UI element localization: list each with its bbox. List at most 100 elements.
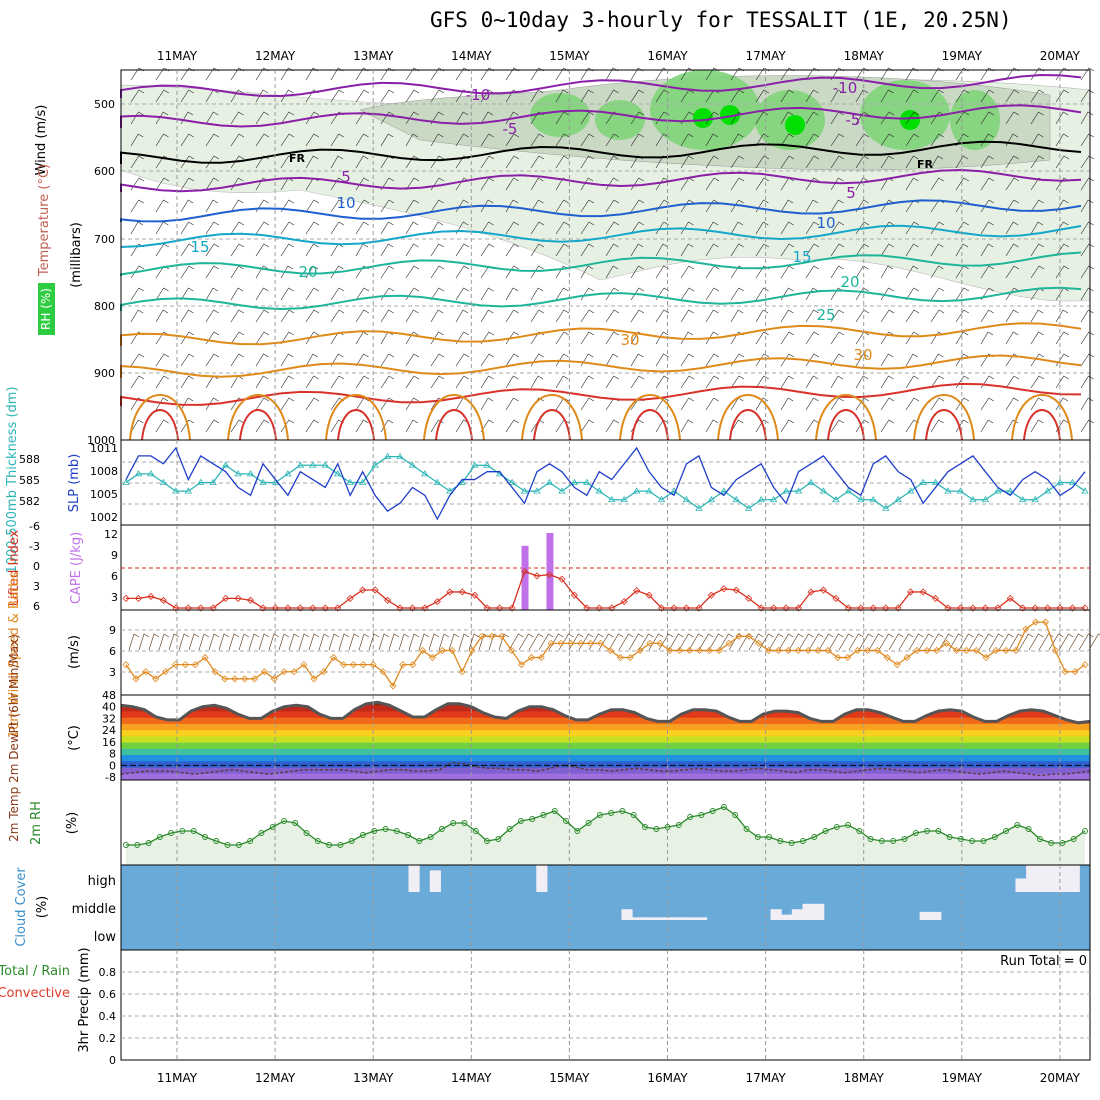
wind-speed-point [260,668,268,676]
wind-speed-point [933,646,941,655]
wind-barb [580,155,594,169]
wind-speed-point [379,668,387,676]
wind-barb [555,199,569,213]
wind-barb [680,419,694,433]
wind-barb [1080,419,1094,433]
wind-barb [730,199,744,213]
top-day-label: 16MAY [647,49,688,63]
rh2m-point [551,808,558,814]
wind-speed-point [606,646,615,655]
wind-barb [380,177,395,191]
rh2m-point [630,812,637,818]
wind-barb [968,633,984,651]
wind-speed-point [943,639,951,647]
wind-barb [305,155,319,169]
wind-barb [230,89,244,103]
wind-barb [155,133,169,147]
wind-barb [258,633,270,651]
wind-barb [805,177,819,191]
wind-barb [505,375,519,389]
wind-barb [555,221,570,235]
wind-speed-line [125,621,1086,688]
lifted-index-point [433,598,441,606]
wind-barb [555,133,570,147]
wind-barb [830,89,844,103]
wind-barb [255,155,269,169]
wind-barb [1005,177,1020,191]
wind-barb [905,397,920,411]
wind-speed-point [844,653,852,662]
wind-barb [530,331,545,345]
wind-barb [680,353,694,367]
wind-speed-point [280,668,288,676]
thickness-point [632,487,641,494]
wind-barb [1055,133,1069,147]
wind-barb [830,199,844,213]
wind-barb [1030,419,1044,433]
wind-barb [930,375,945,389]
wind-barb [380,375,395,389]
wind-barb [678,633,694,651]
thickness-point [956,487,965,494]
wind-speed-point [972,646,980,655]
wind-barb [638,633,654,651]
wind-barb [1055,199,1069,213]
rh2m-point [766,834,773,840]
chart-title: GFS 0~10day 3-hourly for TESSALIT (1E, 2… [430,8,1012,32]
wind-barb [405,375,420,389]
contour-label: -10 [466,86,491,104]
lifted-index-point [869,604,877,612]
wind-barb [188,633,200,651]
rh2m-point [1070,836,1077,842]
thickness-point [682,495,691,503]
wind-barb [755,375,769,389]
precip-ylabel-total: Total / Rain [0,964,70,979]
slp-thickness-panel: 588 585 582 1011 1008 1005 1002 1000-500mb Thic… [5,386,1091,574]
cloud-bar-high [408,865,420,892]
wind-barb [280,221,295,235]
wind-barb [908,633,924,651]
wind-barb [1030,353,1045,367]
rh2m-point [359,832,366,838]
cloud-bar-high [1068,865,1080,892]
thickness-point [794,487,803,494]
upper-ylabel-temp: Temperature (°C) [37,164,52,277]
wind-barb [655,331,669,345]
wind-barb [1005,155,1019,169]
wind-barb [355,287,370,301]
wind-barb [1055,155,1070,169]
wind-barb [755,133,769,147]
lifted-index-point [595,604,603,612]
wind-barb [1080,177,1094,191]
thickness-point [707,495,716,503]
lifted-index-point [508,604,516,612]
rh2m-point [608,810,615,816]
lifted-index-point [956,604,965,612]
thickness-point [657,495,666,503]
wind-barb [330,89,344,103]
wind-barb [978,633,994,651]
contour-label: -5 [503,120,518,138]
lifted-tick-label: 6 [33,600,40,613]
wind-barb [1055,309,1069,323]
thickness-tick-label: 582 [19,495,40,508]
temp-color-band [121,711,1090,719]
temperature-contour [227,394,289,441]
slp-ylabel-left: 1000-500mb Thickness (dm) [5,386,20,573]
wind-barb [380,221,394,235]
thickness-point [944,487,952,494]
wind-barb [505,331,520,345]
lifted-index-point [720,585,728,593]
wind-speed-point [725,639,733,647]
thickness-point [757,495,765,503]
wind-barb [338,633,350,651]
wind-barb [405,89,420,103]
thickness-point [533,487,541,494]
wind-barb [530,265,544,279]
wind-barb [508,633,524,651]
wind-barb [605,155,619,169]
wind-barb [330,177,344,191]
rh2m-point [788,840,795,846]
wind-barb [438,633,450,651]
thickness-point [1081,487,1089,494]
